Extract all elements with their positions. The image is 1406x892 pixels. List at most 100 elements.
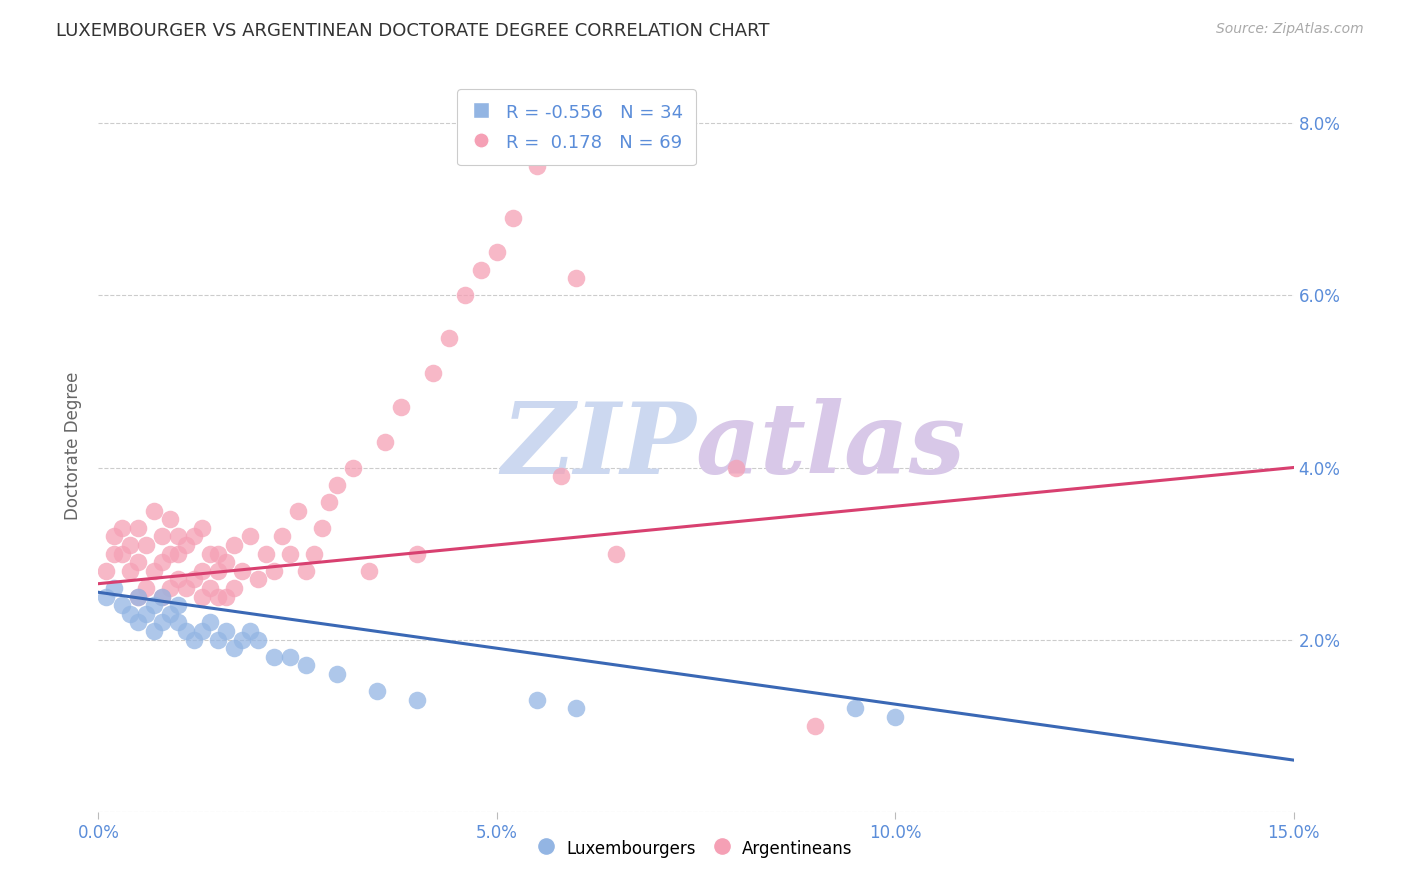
- Point: [207, 564, 229, 578]
- Point: [311, 521, 333, 535]
- Point: [120, 564, 142, 578]
- Text: ZIP: ZIP: [501, 398, 696, 494]
- Point: [150, 529, 173, 543]
- Point: [191, 521, 214, 535]
- Point: [246, 632, 269, 647]
- Point: [127, 555, 149, 569]
- Point: [167, 598, 190, 612]
- Point: [502, 211, 524, 225]
- Point: [143, 598, 166, 612]
- Point: [111, 598, 134, 612]
- Point: [215, 624, 238, 638]
- Point: [222, 641, 245, 656]
- Point: [174, 581, 197, 595]
- Point: [239, 529, 262, 543]
- Point: [159, 581, 181, 595]
- Point: [215, 555, 238, 569]
- Point: [526, 693, 548, 707]
- Point: [454, 288, 477, 302]
- Point: [135, 538, 157, 552]
- Point: [191, 624, 214, 638]
- Point: [359, 564, 381, 578]
- Point: [804, 719, 827, 733]
- Point: [294, 658, 316, 673]
- Point: [326, 667, 349, 681]
- Text: atlas: atlas: [696, 398, 966, 494]
- Point: [183, 529, 205, 543]
- Point: [406, 693, 429, 707]
- Point: [167, 573, 190, 587]
- Point: [222, 581, 245, 595]
- Point: [844, 701, 866, 715]
- Point: [231, 564, 253, 578]
- Point: [263, 564, 285, 578]
- Point: [127, 615, 149, 630]
- Point: [278, 547, 301, 561]
- Point: [526, 159, 548, 173]
- Point: [318, 495, 340, 509]
- Point: [326, 477, 349, 491]
- Point: [263, 649, 285, 664]
- Point: [222, 538, 245, 552]
- Point: [111, 547, 134, 561]
- Point: [135, 581, 157, 595]
- Point: [239, 624, 262, 638]
- Point: [342, 460, 364, 475]
- Point: [231, 632, 253, 647]
- Point: [565, 701, 588, 715]
- Point: [127, 590, 149, 604]
- Point: [167, 615, 190, 630]
- Point: [191, 590, 214, 604]
- Point: [111, 521, 134, 535]
- Point: [294, 564, 316, 578]
- Point: [366, 684, 388, 698]
- Point: [215, 590, 238, 604]
- Point: [605, 547, 627, 561]
- Point: [167, 547, 190, 561]
- Point: [159, 512, 181, 526]
- Point: [191, 564, 214, 578]
- Point: [150, 615, 173, 630]
- Point: [127, 521, 149, 535]
- Point: [143, 564, 166, 578]
- Y-axis label: Doctorate Degree: Doctorate Degree: [65, 372, 83, 520]
- Point: [437, 331, 460, 345]
- Point: [270, 529, 292, 543]
- Point: [150, 590, 173, 604]
- Point: [422, 366, 444, 380]
- Point: [143, 503, 166, 517]
- Point: [103, 529, 125, 543]
- Point: [159, 547, 181, 561]
- Point: [565, 271, 588, 285]
- Point: [159, 607, 181, 621]
- Point: [207, 632, 229, 647]
- Point: [120, 607, 142, 621]
- Point: [127, 590, 149, 604]
- Point: [278, 649, 301, 664]
- Point: [135, 607, 157, 621]
- Point: [143, 624, 166, 638]
- Point: [246, 573, 269, 587]
- Point: [150, 555, 173, 569]
- Point: [198, 581, 221, 595]
- Point: [207, 590, 229, 604]
- Point: [389, 401, 412, 415]
- Point: [884, 710, 907, 724]
- Point: [198, 547, 221, 561]
- Point: [207, 547, 229, 561]
- Point: [103, 581, 125, 595]
- Point: [174, 538, 197, 552]
- Text: Source: ZipAtlas.com: Source: ZipAtlas.com: [1216, 22, 1364, 37]
- Point: [96, 590, 118, 604]
- Point: [406, 547, 429, 561]
- Point: [470, 262, 492, 277]
- Text: LUXEMBOURGER VS ARGENTINEAN DOCTORATE DEGREE CORRELATION CHART: LUXEMBOURGER VS ARGENTINEAN DOCTORATE DE…: [56, 22, 769, 40]
- Point: [103, 547, 125, 561]
- Point: [150, 590, 173, 604]
- Point: [183, 573, 205, 587]
- Point: [485, 245, 508, 260]
- Point: [374, 434, 396, 449]
- Point: [254, 547, 277, 561]
- Point: [302, 547, 325, 561]
- Point: [167, 529, 190, 543]
